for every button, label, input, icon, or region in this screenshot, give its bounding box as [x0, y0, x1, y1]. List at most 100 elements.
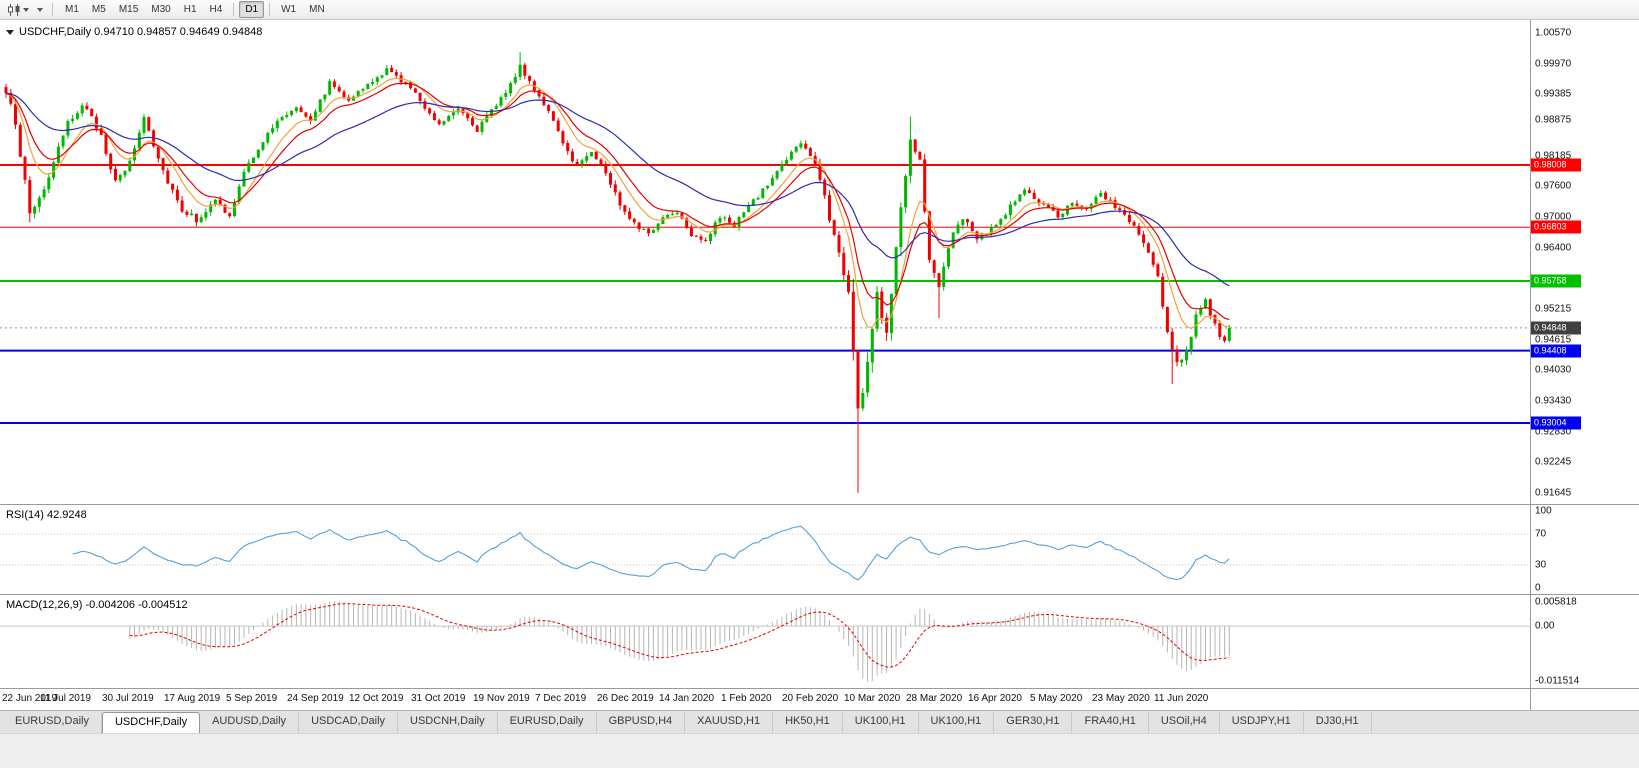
date-label: 16 Apr 2020: [968, 693, 1022, 704]
price-axis-label: 0.94615: [1535, 334, 1572, 346]
panel-separator[interactable]: [0, 594, 1639, 595]
chart-type-button[interactable]: [4, 3, 32, 17]
price-axis-label: 0.92245: [1535, 456, 1572, 468]
tab-audusd-daily[interactable]: AUDUSD,Daily: [200, 711, 300, 733]
timeframe-button-m30[interactable]: M30: [151, 4, 171, 15]
caret-down-icon: [37, 7, 43, 12]
date-label: 17 Aug 2019: [164, 693, 221, 704]
macd-axis-label: 0.005818: [1535, 596, 1577, 608]
price-axis-label: 0.92830: [1535, 426, 1572, 438]
tab-xauusd-h1[interactable]: XAUUSD,H1: [685, 711, 774, 733]
date-label: 19 Nov 2019: [473, 693, 530, 704]
tab-usdcad-daily[interactable]: USDCAD,Daily: [299, 711, 399, 733]
rsi-panel-canvas[interactable]: [0, 505, 1530, 594]
chart-window: USDCHF,Daily 0.94710 0.94857 0.94649 0.9…: [0, 20, 1639, 710]
chart-title-text: USDCHF,Daily 0.94710 0.94857 0.94649 0.9…: [19, 26, 263, 38]
rsi-label: RSI(14) 42.9248: [6, 509, 87, 521]
hline-price-tag: 0.93004: [1531, 416, 1581, 430]
price-axis-label: 0.95215: [1535, 303, 1572, 315]
chart-tabs-bar: EURUSD,Daily USDCHF,Daily AUDUSD,Daily USDC…: [0, 710, 1639, 733]
price-axis-label: 0.99970: [1535, 58, 1572, 70]
date-label: 28 Mar 2020: [906, 693, 963, 704]
rsi-axis-label: 70: [1535, 528, 1547, 540]
tab-usdchf-daily[interactable]: USDCHF,Daily: [101, 712, 201, 733]
price-axis-label: 0.94030: [1535, 364, 1572, 376]
timeframe-button-m15[interactable]: M15: [118, 4, 139, 15]
current-price-tag: 0.94848: [1531, 321, 1581, 335]
hline-price-tag: 0.98008: [1531, 158, 1581, 172]
price-axis-label: 0.96400: [1535, 242, 1572, 254]
date-label: 31 Oct 2019: [411, 693, 466, 704]
top-toolbar: M1 M5 M15 M30 H1 H4 D1 W1 MN: [0, 0, 1639, 20]
date-label: 11 Jun 2020: [1154, 693, 1209, 704]
price-axis-label: 0.98185: [1535, 150, 1572, 162]
date-axis[interactable]: 22 Jun 2019 11 Jul 2019 30 Jul 2019 17 Aug …: [0, 689, 1530, 710]
date-label: 26 Dec 2019: [597, 693, 654, 704]
hline-price-tag: 0.94408: [1531, 344, 1581, 358]
timeframe-button-m1[interactable]: M1: [65, 4, 79, 15]
caret-down-icon: [23, 7, 29, 12]
price-axis[interactable]: 1.00570 0.99970 0.99385 0.98875 0.98185 0.976…: [1531, 20, 1639, 710]
date-label: 11 Jul 2019: [40, 693, 91, 704]
timeframes-dropdown-button[interactable]: [34, 7, 46, 13]
toolbar-separator: [233, 3, 235, 16]
macd-label: MACD(12,26,9) -0.004206 -0.004512: [6, 599, 188, 611]
macd-axis-label: -0.011514: [1535, 675, 1580, 687]
date-label: 23 May 2020: [1092, 693, 1150, 704]
date-label: 10 Mar 2020: [844, 693, 901, 704]
timeframe-button-h1[interactable]: H1: [183, 4, 197, 15]
date-label: 5 Sep 2019: [226, 693, 278, 704]
date-label: 1 Feb 2020: [721, 693, 772, 704]
hline-price-tag: 0.96803: [1531, 220, 1581, 234]
date-label: 20 Feb 2020: [782, 693, 839, 704]
tab-usdcnh-daily[interactable]: USDCNH,Daily: [398, 711, 498, 733]
timeframe-button-w1[interactable]: W1: [281, 4, 297, 15]
timeframe-buttons: M1 M5 M15 M30 H1 H4 D1 W1 MN: [59, 1, 331, 18]
panel-separator[interactable]: [0, 504, 1639, 505]
rsi-axis-label: 0: [1535, 582, 1541, 594]
tab-hk50-h1[interactable]: HK50,H1: [773, 711, 843, 733]
main-chart-canvas[interactable]: [0, 20, 1530, 504]
toolbar-separator: [52, 3, 53, 16]
timeframe-button-d1[interactable]: D1: [239, 1, 265, 18]
tab-eurusd-daily[interactable]: EURUSD,Daily: [498, 711, 597, 733]
date-label: 12 Oct 2019: [349, 693, 404, 704]
tab-uk100-h1[interactable]: UK100,H1: [919, 711, 995, 733]
price-axis-label: 0.93430: [1535, 395, 1572, 407]
tab-dj30-h1[interactable]: DJ30,H1: [1304, 711, 1372, 733]
timeframe-button-m5[interactable]: M5: [91, 4, 106, 15]
price-axis-label: 0.99385: [1535, 88, 1572, 100]
date-label: 7 Dec 2019: [535, 693, 587, 704]
panel-separator: [0, 688, 1639, 689]
date-label: 14 Jan 2020: [659, 693, 715, 704]
timeframe-button-mn[interactable]: MN: [309, 4, 325, 15]
price-axis-label: 0.98875: [1535, 114, 1572, 126]
tab-eurusd-daily[interactable]: EURUSD,Daily: [3, 711, 102, 733]
timeframe-button-h4[interactable]: H4: [209, 4, 223, 15]
axis-separator: [1530, 20, 1531, 710]
rsi-axis-label: 100: [1535, 505, 1552, 517]
price-axis-label: 1.00570: [1535, 27, 1572, 39]
tab-gbpusd-h4[interactable]: GBPUSD,H4: [597, 711, 686, 733]
tab-usoil-h4[interactable]: USOil,H4: [1149, 711, 1220, 733]
date-label: 5 May 2020: [1030, 693, 1083, 704]
tab-ger30-h1[interactable]: GER30,H1: [994, 711, 1073, 733]
bottom-strip: [0, 733, 1639, 768]
date-label: 22 Jun 2019: [2, 693, 58, 704]
candlestick-chart-icon: [8, 3, 20, 16]
tab-uk100-h1[interactable]: UK100,H1: [843, 711, 919, 733]
chart-title: USDCHF,Daily 0.94710 0.94857 0.94649 0.9…: [6, 26, 262, 38]
date-label: 30 Jul 2019: [102, 693, 154, 704]
date-label: 24 Sep 2019: [287, 693, 344, 704]
price-axis-label: 0.97600: [1535, 180, 1572, 192]
price-axis-label: 0.97000: [1535, 211, 1572, 223]
toolbar-separator: [269, 3, 271, 16]
tab-fra40-h1[interactable]: FRA40,H1: [1072, 711, 1149, 733]
tab-usdjpy-h1[interactable]: USDJPY,H1: [1220, 711, 1304, 733]
macd-axis-label: 0.00: [1535, 620, 1555, 632]
macd-panel-canvas[interactable]: [0, 595, 1530, 688]
hline-price-tag: 0.95758: [1531, 274, 1581, 288]
symbol-dropdown-icon[interactable]: [6, 29, 14, 35]
price-axis-label: 0.91645: [1535, 487, 1572, 499]
